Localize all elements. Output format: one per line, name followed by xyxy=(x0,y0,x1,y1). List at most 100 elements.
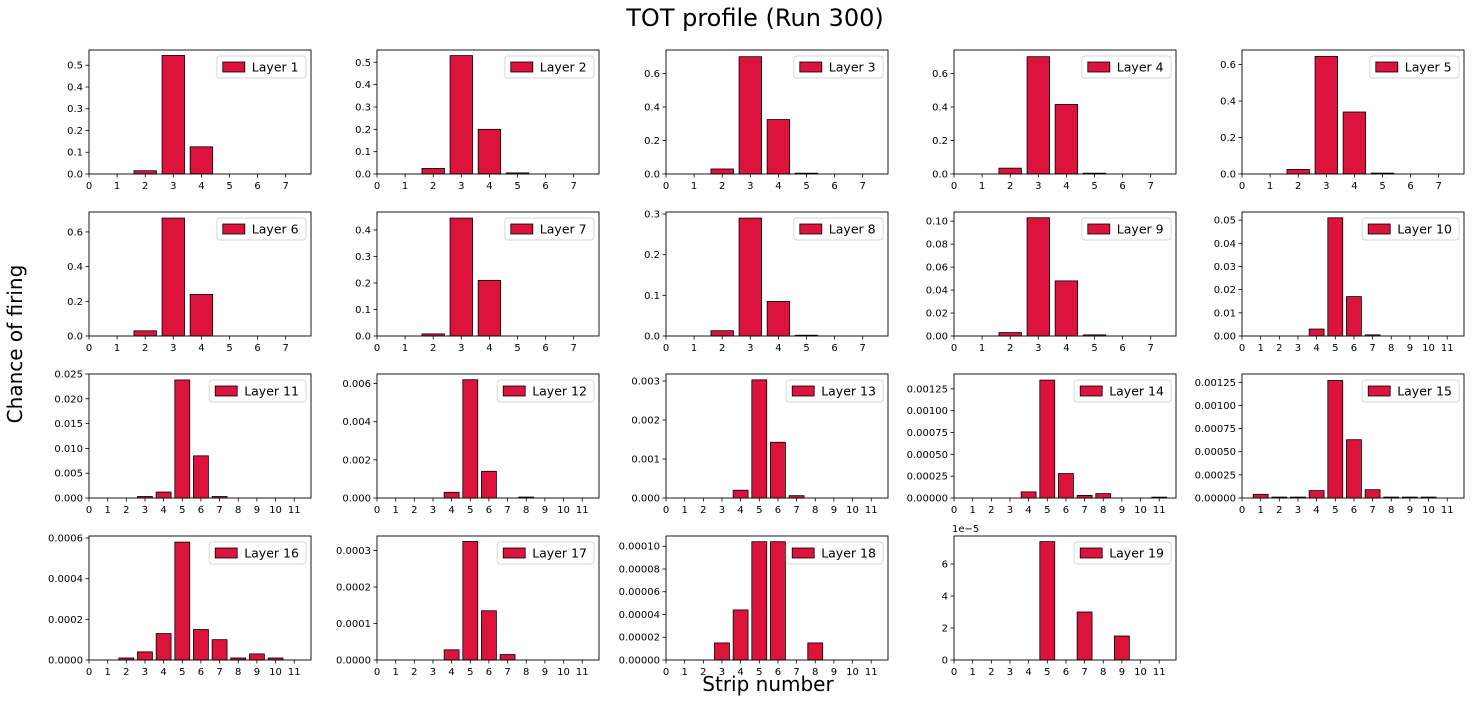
bar-5 xyxy=(1327,217,1344,337)
x-tick-label: 11 xyxy=(288,505,301,516)
y-tick-label: 0.05 xyxy=(1214,216,1236,227)
x-tick-label: 6 xyxy=(1063,505,1069,516)
legend-swatch xyxy=(799,223,823,235)
bar-3 xyxy=(1314,55,1338,175)
x-tick-label: 1 xyxy=(114,343,120,354)
x-tick-label: 3 xyxy=(170,181,176,192)
y-tick-label: 0.4 xyxy=(644,102,660,113)
y-tick-label: 0.00025 xyxy=(1195,470,1236,481)
x-tick-label: 7 xyxy=(793,505,799,516)
y-tick-label: 0.004 xyxy=(342,417,371,428)
x-tick-label: 4 xyxy=(160,667,166,678)
x-tick-label: 0 xyxy=(663,505,669,516)
axes-frame xyxy=(376,535,600,661)
y-tick-label: 0.0002 xyxy=(336,583,371,594)
subplot-1: 0 1 2 3 4 5 6 7 0.0 0.1 0.2 0.3 0.4 0.5 Layer 1 xyxy=(67,49,312,192)
bar-4 xyxy=(1342,111,1367,175)
bar-4 xyxy=(766,119,791,175)
legend-swatch xyxy=(799,61,823,73)
bar-6 xyxy=(1058,473,1074,499)
subplot-4: 0 1 2 3 4 5 6 7 0.0 0.2 0.4 0.6 Layer 4 xyxy=(932,49,1177,192)
x-tick-label: 7 xyxy=(216,667,222,678)
x-tick-label: 6 xyxy=(775,667,781,678)
legend-box xyxy=(208,379,307,403)
x-tick-label: 3 xyxy=(719,667,725,678)
x-tick-label: 5 xyxy=(803,181,809,192)
x-tick-label: 4 xyxy=(775,343,781,354)
y-tick-label: 0.00010 xyxy=(619,542,660,553)
x-tick-label: 9 xyxy=(1119,667,1125,678)
bar-2 xyxy=(710,168,734,175)
bar-4 xyxy=(155,491,172,499)
x-tick-label: 6 xyxy=(486,505,492,516)
x-tick-label: 0 xyxy=(951,181,957,192)
legend-swatch xyxy=(222,61,246,73)
x-tick-label: 3 xyxy=(1007,505,1013,516)
y-tick-label: 0.10 xyxy=(926,217,948,228)
x-tick-label: 5 xyxy=(756,505,762,516)
y-tick-label: 0.4 xyxy=(67,262,83,273)
y-tick-label: 0.0 xyxy=(67,170,83,181)
bar-2 xyxy=(421,168,445,175)
axes-frame xyxy=(665,211,889,337)
legend-label: Layer 18 xyxy=(821,546,876,561)
bar-7 xyxy=(499,654,516,661)
y-tick-label: 0.00100 xyxy=(907,406,948,417)
x-tick-label: 3 xyxy=(719,505,725,516)
x-tick-label: 3 xyxy=(142,667,148,678)
x-tick-label: 9 xyxy=(542,667,548,678)
bar-4 xyxy=(732,489,749,499)
bar-5 xyxy=(1039,541,1056,661)
x-tick-label: 1 xyxy=(1257,505,1263,516)
y-tick-label: 0.00002 xyxy=(619,633,660,644)
x-tick-label: 4 xyxy=(1063,181,1069,192)
y-tick-label: 0.0001 xyxy=(336,619,371,630)
bar-4 xyxy=(155,633,172,661)
x-tick-label: 1 xyxy=(392,505,398,516)
subplot-18: 0 1 2 3 4 5 6 7 8 9 10 11 0.00000 0.00002 0.00004 0.000… xyxy=(619,535,889,678)
x-tick-label: 9 xyxy=(542,505,548,516)
y-offset-label: 1e−5 xyxy=(952,524,979,535)
y-tick-label: 0.2 xyxy=(355,125,371,136)
bar-6 xyxy=(481,610,497,661)
y-tick-label: 0.2 xyxy=(644,250,660,261)
y-tick-label: 0.4 xyxy=(355,226,371,237)
y-tick-label: 0.0004 xyxy=(48,574,83,585)
y-tick-label: 0.0 xyxy=(1220,170,1236,181)
legend-label: Layer 1 xyxy=(252,60,299,75)
legend-swatch xyxy=(1079,385,1103,397)
x-tick-label: 0 xyxy=(374,181,380,192)
bar-5 xyxy=(462,541,479,661)
x-tick-label: 11 xyxy=(1441,505,1454,516)
y-tick-label: 0.02 xyxy=(1214,285,1236,296)
x-tick-label: 7 xyxy=(283,343,289,354)
y-tick-label: 0.00004 xyxy=(619,610,660,621)
bar-5 xyxy=(1039,379,1056,499)
x-tick-label: 3 xyxy=(142,505,148,516)
y-tick-label: 0.010 xyxy=(54,444,83,455)
y-tick-label: 0.3 xyxy=(67,104,83,115)
x-tick-label: 9 xyxy=(254,505,260,516)
subplot-3: 0 1 2 3 4 5 6 7 0.0 0.2 0.4 0.6 Layer 3 xyxy=(644,49,889,192)
y-tick-label: 0.00008 xyxy=(619,564,660,575)
legend-swatch xyxy=(1367,385,1391,397)
bar-3 xyxy=(161,55,185,175)
y-tick-label: 0.2 xyxy=(67,126,83,137)
y-tick-label: 0.00006 xyxy=(619,587,660,598)
bar-2 xyxy=(710,330,734,337)
x-tick-label: 4 xyxy=(1025,505,1031,516)
y-tick-label: 0.03 xyxy=(1214,262,1236,273)
x-tick-label: 2 xyxy=(411,505,417,516)
x-tick-label: 4 xyxy=(486,181,492,192)
x-tick-label: 0 xyxy=(86,667,92,678)
y-tick-label: 0.3 xyxy=(644,210,660,221)
bar-3 xyxy=(1026,56,1050,175)
bar-4 xyxy=(1054,104,1079,175)
bar-6 xyxy=(770,441,786,499)
x-tick-label: 1 xyxy=(104,505,110,516)
y-tick-label: 0.005 xyxy=(54,469,83,480)
bar-5 xyxy=(174,541,191,661)
y-tick-label: 0.00 xyxy=(1214,332,1236,343)
x-tick-label: 3 xyxy=(1007,667,1013,678)
legend-swatch xyxy=(222,223,246,235)
